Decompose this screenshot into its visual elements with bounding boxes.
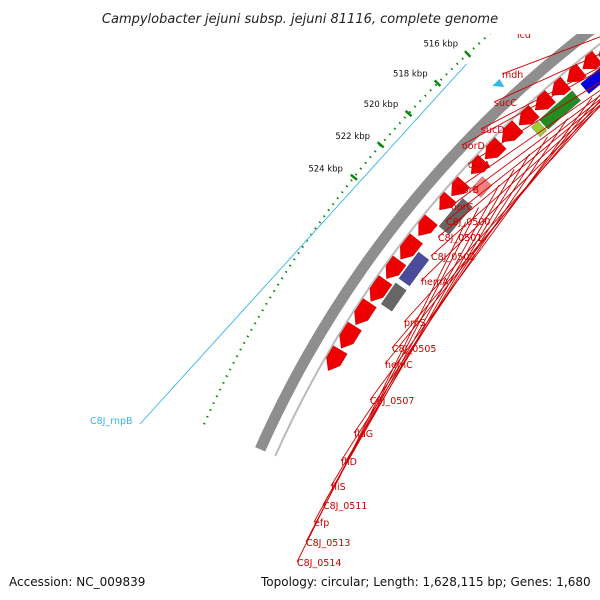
tick-mark <box>350 173 358 181</box>
gene-label: oorC <box>451 202 474 213</box>
gene-label-leader <box>353 118 568 434</box>
rna-feature-marker <box>492 79 505 88</box>
gene-label: icd <box>517 30 531 41</box>
gene-arrow <box>354 298 377 325</box>
gene-label: hemA <box>421 277 449 288</box>
gene-label: C8J_0505 <box>392 344 436 355</box>
gene-label-leader <box>480 66 600 130</box>
cog-segment <box>438 198 473 235</box>
gene-arrow <box>339 321 362 349</box>
gene-label-leader <box>461 69 600 146</box>
gene-label: sucC <box>494 98 517 109</box>
gene-label-leader <box>456 89 600 190</box>
tick-label: 522 kbp <box>335 132 370 142</box>
gene-arrow <box>369 275 393 302</box>
gene-track-layer <box>326 49 600 371</box>
gene-arrow <box>385 255 407 279</box>
gene-label: oorD <box>462 141 485 152</box>
gene-arrow <box>501 120 524 143</box>
gene-label-leader <box>322 169 515 506</box>
accession-label: Accession: NC_009839 <box>9 575 145 589</box>
gene-arrow <box>400 233 423 260</box>
gene-arrow <box>518 105 540 126</box>
gene-label: mdh <box>502 70 523 81</box>
gene-label-layer: icdmdhsucCsucDoorDoorAoorBoorCC8J_0500C8… <box>90 10 600 569</box>
gene-label: C8J_0511 <box>323 501 367 512</box>
tick-mark <box>433 79 442 87</box>
tick-ruler-circle <box>202 0 532 425</box>
title-backdrop <box>0 0 600 34</box>
cog-segment <box>380 282 407 312</box>
cog-segment <box>398 251 430 287</box>
gene-arrow <box>326 345 348 371</box>
rna-label: C8J_rnpB <box>90 416 133 427</box>
gene-label-leader <box>437 101 600 238</box>
tick-mark <box>464 50 472 58</box>
gene-label-leader <box>296 222 467 563</box>
gene-label: fliD <box>341 457 357 468</box>
gene-label: fliS <box>331 482 346 493</box>
tick-label: 524 kbp <box>308 165 343 175</box>
gene-label-leader <box>467 81 600 165</box>
gene-label: C8J_0513 <box>306 538 350 549</box>
topology-label: Topology: circular; Length: 1,628,115 bp… <box>260 575 591 589</box>
gene-label: hemC <box>385 360 413 371</box>
tick-mark <box>376 141 385 149</box>
tick-label: 516 kbp <box>423 40 458 50</box>
gene-label: efp <box>314 518 329 529</box>
gene-label-leader <box>369 97 593 401</box>
tick-mark <box>404 109 413 118</box>
gene-label: C8J_0507 <box>370 396 414 407</box>
gene-arrow <box>418 214 438 236</box>
gene-label: oorB <box>457 185 479 196</box>
gene-label: proS <box>404 318 426 329</box>
gene-label: oorA <box>468 160 491 171</box>
gene-arrow <box>484 137 507 160</box>
gene-label-leader <box>493 53 600 103</box>
footer-backdrop <box>0 570 600 600</box>
gene-arrow <box>582 50 600 70</box>
gene-label: C8J_0501 <box>438 233 482 244</box>
gene-label-leader <box>420 105 600 282</box>
map-title: Campylobacter jejuni subsp. jejuni 81116… <box>102 12 498 27</box>
gene-arrow <box>551 76 572 96</box>
rna-label-leader <box>139 63 467 425</box>
tick-label: 520 kbp <box>364 100 399 110</box>
gene-label: sucD <box>481 125 505 136</box>
gene-label-leader <box>501 36 600 75</box>
cog-segment <box>470 176 493 198</box>
tick-label: 518 kbp <box>393 69 428 79</box>
gene-label: C8J_0514 <box>297 558 341 569</box>
